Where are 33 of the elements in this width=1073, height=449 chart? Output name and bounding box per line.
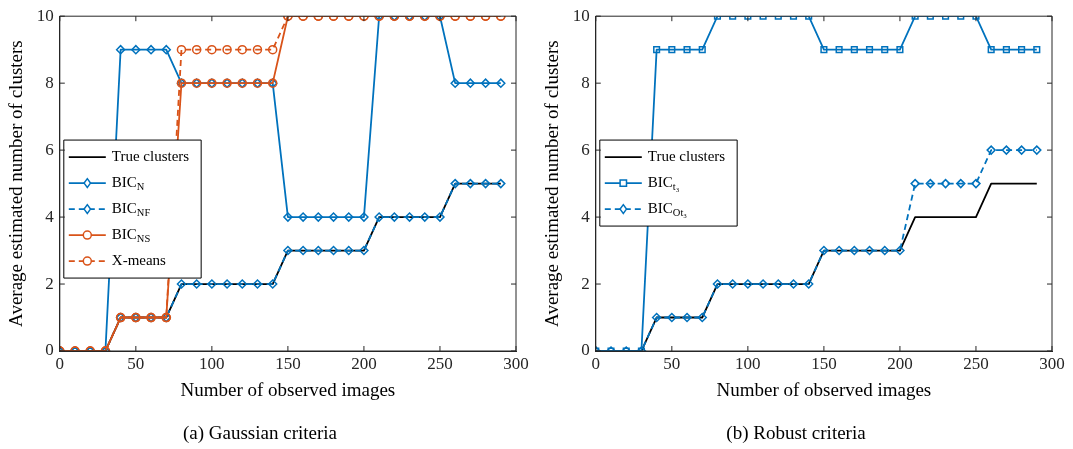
- x-tick-label: 50: [663, 353, 681, 373]
- legend-label: True clusters: [111, 148, 190, 165]
- y-tick-label: 2: [45, 273, 54, 293]
- x-tick-label: 150: [811, 353, 837, 373]
- x-tick-label: 200: [351, 353, 377, 373]
- y-tick-label: 8: [581, 72, 590, 92]
- y-tick-label: 2: [581, 273, 590, 293]
- y-axis-title: Average estimated number of clusters: [5, 40, 27, 327]
- y-tick-label: 0: [581, 340, 590, 360]
- x-tick-label: 300: [503, 353, 529, 373]
- text: (a) Gaussian criteria: [182, 421, 338, 444]
- x-tick-label: 250: [963, 353, 989, 373]
- legend-label: True clusters: [647, 148, 726, 165]
- y-tick-label: 4: [581, 206, 591, 226]
- legend-label: X-means: [111, 252, 167, 269]
- x-axis-title: Number of observed images: [716, 378, 932, 400]
- x-tick-label: 200: [887, 353, 913, 373]
- x-tick-label: 300: [1039, 353, 1065, 373]
- y-tick-label: 10: [572, 5, 590, 25]
- text: (b) Robust criteria: [726, 421, 867, 444]
- x-tick-label: 250: [427, 353, 453, 373]
- y-tick-label: 10: [36, 5, 54, 25]
- y-tick-label: 8: [45, 72, 54, 92]
- x-tick-label: 100: [199, 353, 225, 373]
- x-tick-label: 50: [127, 353, 145, 373]
- x-tick-label: 150: [275, 353, 301, 373]
- x-axis-title: Number of observed images: [180, 378, 396, 400]
- y-tick-label: 6: [45, 139, 54, 159]
- y-tick-label: 4: [45, 206, 55, 226]
- y-tick-label: 6: [581, 139, 590, 159]
- x-tick-label: 100: [735, 353, 761, 373]
- y-tick-label: 0: [45, 340, 54, 360]
- y-axis-title: Average estimated number of clusters: [541, 40, 563, 327]
